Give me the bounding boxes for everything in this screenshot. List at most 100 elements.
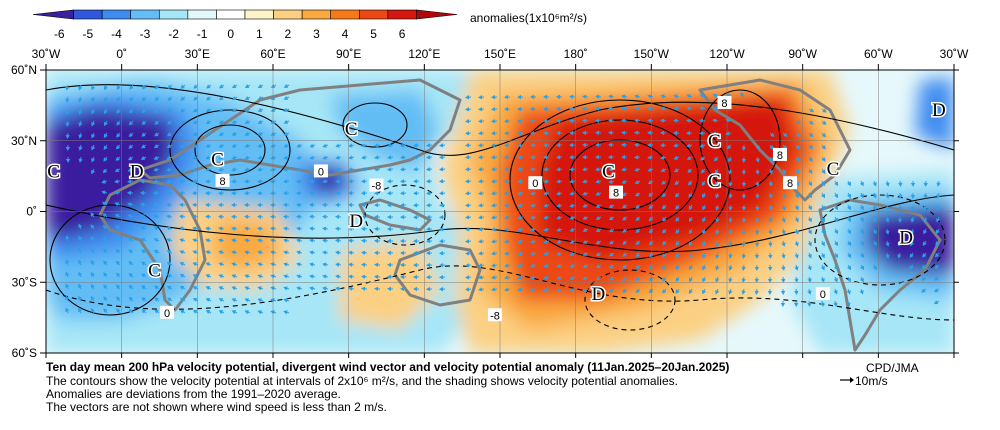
wind-vector-shaft	[79, 286, 82, 290]
wind-vector-shaft	[624, 228, 628, 232]
wind-vector	[439, 226, 444, 232]
wind-vector	[847, 229, 852, 235]
wind-vector	[335, 214, 340, 220]
wind-vector-shaft	[324, 240, 329, 242]
wind-vector	[847, 193, 851, 199]
wind-vector	[491, 263, 496, 268]
wind-vector	[781, 254, 786, 259]
wind-vector	[283, 238, 288, 243]
wind-vector-shaft	[104, 226, 108, 230]
wind-vector	[714, 169, 719, 175]
wind-vector	[78, 146, 83, 151]
wind-vector-shaft	[143, 286, 147, 290]
wind-vector	[91, 109, 96, 115]
wind-vector	[192, 120, 198, 125]
wind-vector	[556, 263, 561, 268]
wind-vector-shaft	[220, 251, 225, 254]
wind-vector	[322, 214, 327, 219]
wind-vector-shaft	[782, 168, 785, 172]
contour-label-background	[783, 176, 798, 190]
wind-vector	[582, 94, 587, 99]
wind-vector	[702, 277, 707, 283]
wind-vector	[296, 143, 301, 148]
wind-vector-shaft	[337, 168, 342, 171]
wind-vector	[296, 226, 301, 231]
wind-vector	[781, 242, 786, 247]
wind-vector	[65, 307, 70, 313]
wind-vector	[728, 157, 733, 163]
wind-vector	[257, 167, 262, 172]
wind-vector	[741, 230, 747, 235]
wind-vector-shaft	[611, 264, 615, 268]
wind-vector-shaft	[545, 228, 550, 231]
wind-vector-shaft	[233, 263, 238, 266]
wind-vector-shaft	[286, 84, 290, 87]
wind-vector	[478, 131, 483, 136]
center-label: C	[47, 161, 60, 182]
wind-vector	[90, 307, 95, 313]
wind-vector	[270, 286, 275, 291]
wind-vector	[348, 274, 353, 279]
wind-vector	[335, 167, 340, 172]
wind-vector	[660, 155, 665, 160]
wind-vector	[556, 167, 561, 172]
wind-vector	[885, 218, 890, 223]
wind-vector	[465, 263, 470, 268]
wind-vector-shaft	[886, 192, 889, 197]
wind-vector	[768, 182, 773, 187]
wind-vector	[439, 191, 444, 196]
wind-vector	[257, 310, 262, 315]
wind-vector	[582, 288, 588, 292]
wind-vector-shaft	[259, 239, 264, 242]
wind-vector-shaft	[873, 180, 876, 184]
wind-vector	[556, 203, 561, 208]
wind-vector	[283, 226, 288, 231]
wind-vector	[439, 179, 444, 184]
wind-vector	[348, 214, 353, 220]
wind-vector	[504, 203, 509, 208]
wind-vector-shaft	[156, 310, 160, 314]
wind-vector	[517, 167, 522, 172]
wind-vector	[166, 179, 171, 184]
longitude-tick-label: 30˚W	[940, 47, 969, 61]
wind-vector	[91, 169, 96, 175]
wind-vector	[673, 106, 678, 111]
colorbar: -6 -5 -4 -3 -2 -1 0 1 2 3 4 5 6	[32, 9, 458, 41]
wind-vector	[686, 106, 691, 111]
credit-label: CPD/JMA	[866, 361, 919, 375]
wind-vector	[491, 203, 496, 208]
wind-vector-shaft	[519, 276, 524, 279]
colorbar-cells	[32, 9, 458, 20]
wind-vector	[673, 94, 678, 99]
wind-vector-shaft	[298, 168, 303, 171]
wind-vector-shaft	[130, 274, 134, 278]
wind-vector-shaft	[117, 96, 121, 100]
wind-vector	[910, 194, 916, 199]
wind-vector-shaft	[234, 299, 238, 302]
wind-vector	[712, 106, 717, 111]
wind-vector-shaft	[716, 228, 719, 233]
wind-vector	[715, 218, 720, 223]
wind-vector-shaft	[873, 192, 876, 196]
wind-vector	[885, 194, 890, 199]
wind-vector	[860, 229, 864, 235]
wind-vector	[689, 253, 693, 259]
wind-vector	[257, 190, 262, 196]
wind-vector	[205, 143, 211, 148]
wind-vector	[478, 179, 483, 184]
wind-vector-shaft	[936, 240, 940, 244]
wind-vector	[595, 106, 600, 111]
wind-vector-shaft	[285, 263, 290, 266]
wind-vector	[807, 241, 812, 247]
wind-vector	[754, 242, 760, 247]
wind-vector	[65, 271, 70, 276]
wind-vector-shaft	[624, 192, 628, 195]
wind-vector-shaft	[898, 240, 901, 245]
wind-vector	[91, 85, 96, 91]
contour-value-label: 8	[787, 178, 793, 190]
wind-vector-shaft	[337, 275, 342, 278]
wind-vector	[885, 254, 890, 259]
wind-vector	[608, 154, 613, 160]
contour-value-label: -8	[490, 310, 500, 322]
wind-vector-shaft	[91, 274, 95, 278]
